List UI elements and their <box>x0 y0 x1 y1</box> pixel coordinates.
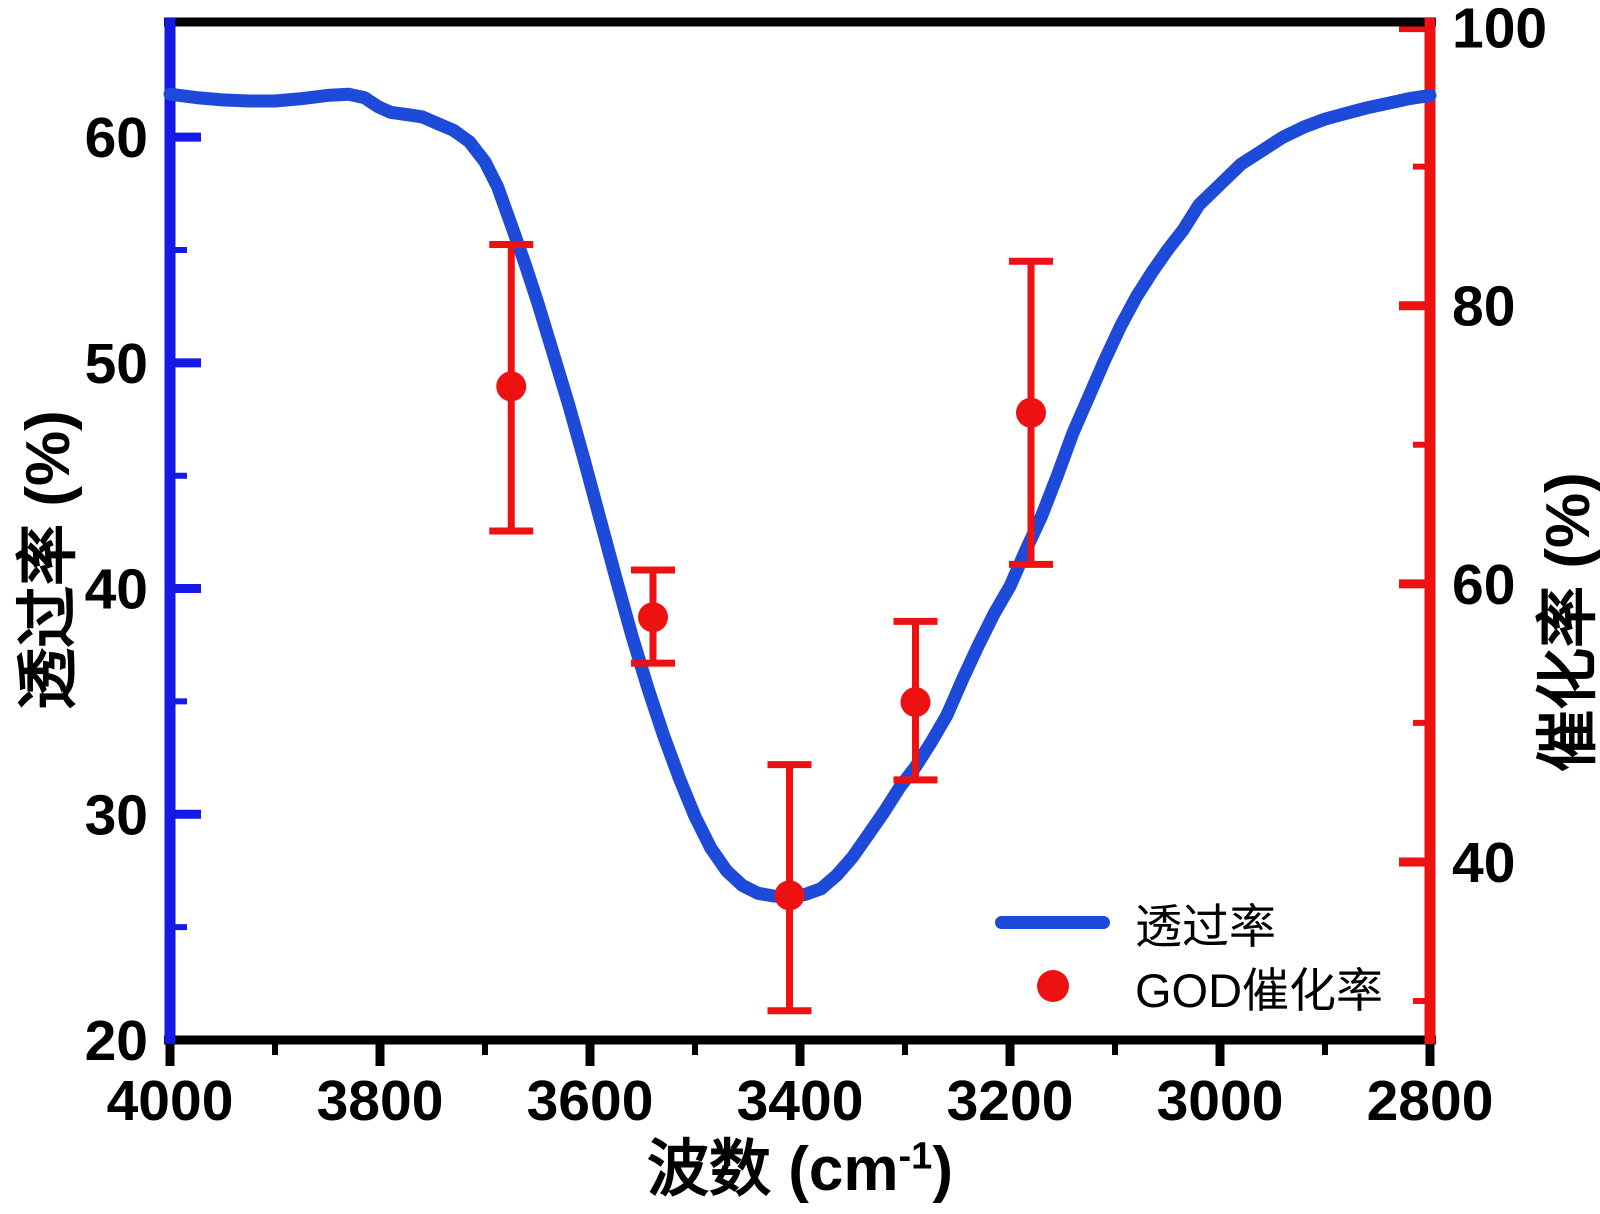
left-tick-label: 20 <box>85 1009 148 1073</box>
x-tick-label: 2800 <box>1367 1069 1494 1133</box>
legend-item-god-rate: GOD催化率 <box>995 958 1383 1017</box>
god-rate-data-point <box>774 880 805 911</box>
left-tick-label: 30 <box>85 783 148 847</box>
god-rate-data-point <box>1016 397 1046 428</box>
god-rate-data-point <box>638 602 668 633</box>
right-tick-label: 60 <box>1452 553 1515 617</box>
left-tick-label: 60 <box>85 106 148 170</box>
x-tick-label: 4000 <box>107 1069 234 1133</box>
right-tick-label: 40 <box>1452 831 1515 895</box>
x-tick-label: 3200 <box>947 1069 1074 1133</box>
left-tick-label: 40 <box>85 558 148 622</box>
x-axis-title: 波数 (cm-1) <box>0 1118 1600 1208</box>
right-tick-label: 80 <box>1452 275 1515 339</box>
legend-label-god-rate: GOD催化率 <box>1135 963 1384 1017</box>
x-axis-title-close: ) <box>932 1135 953 1204</box>
right-axis-title: 催化率 (%) <box>1534 472 1600 772</box>
left-tick-label: 50 <box>85 332 148 396</box>
left-axis-title: 透过率 (%) <box>14 410 83 710</box>
god-rate-data-point <box>496 371 527 402</box>
x-tick-label: 3000 <box>1157 1069 1284 1133</box>
right-tick-label: 100 <box>1452 0 1547 61</box>
transmittance-curve <box>163 87 1437 904</box>
x-tick-label: 3800 <box>317 1069 444 1133</box>
legend-line-swatch <box>995 915 1110 929</box>
legend-dot-swatch <box>1037 970 1069 1002</box>
god-rate-data-point <box>900 687 931 718</box>
x-axis-title-text: 波数 (cm <box>647 1135 899 1204</box>
x-tick-label: 3400 <box>737 1069 864 1133</box>
x-tick-label: 3600 <box>527 1069 654 1133</box>
x-axis-title-superscript: -1 <box>898 1135 933 1178</box>
legend-label-transmittance: 透过率 <box>1135 899 1276 953</box>
legend-item-transmittance: 透过率 <box>995 894 1276 953</box>
